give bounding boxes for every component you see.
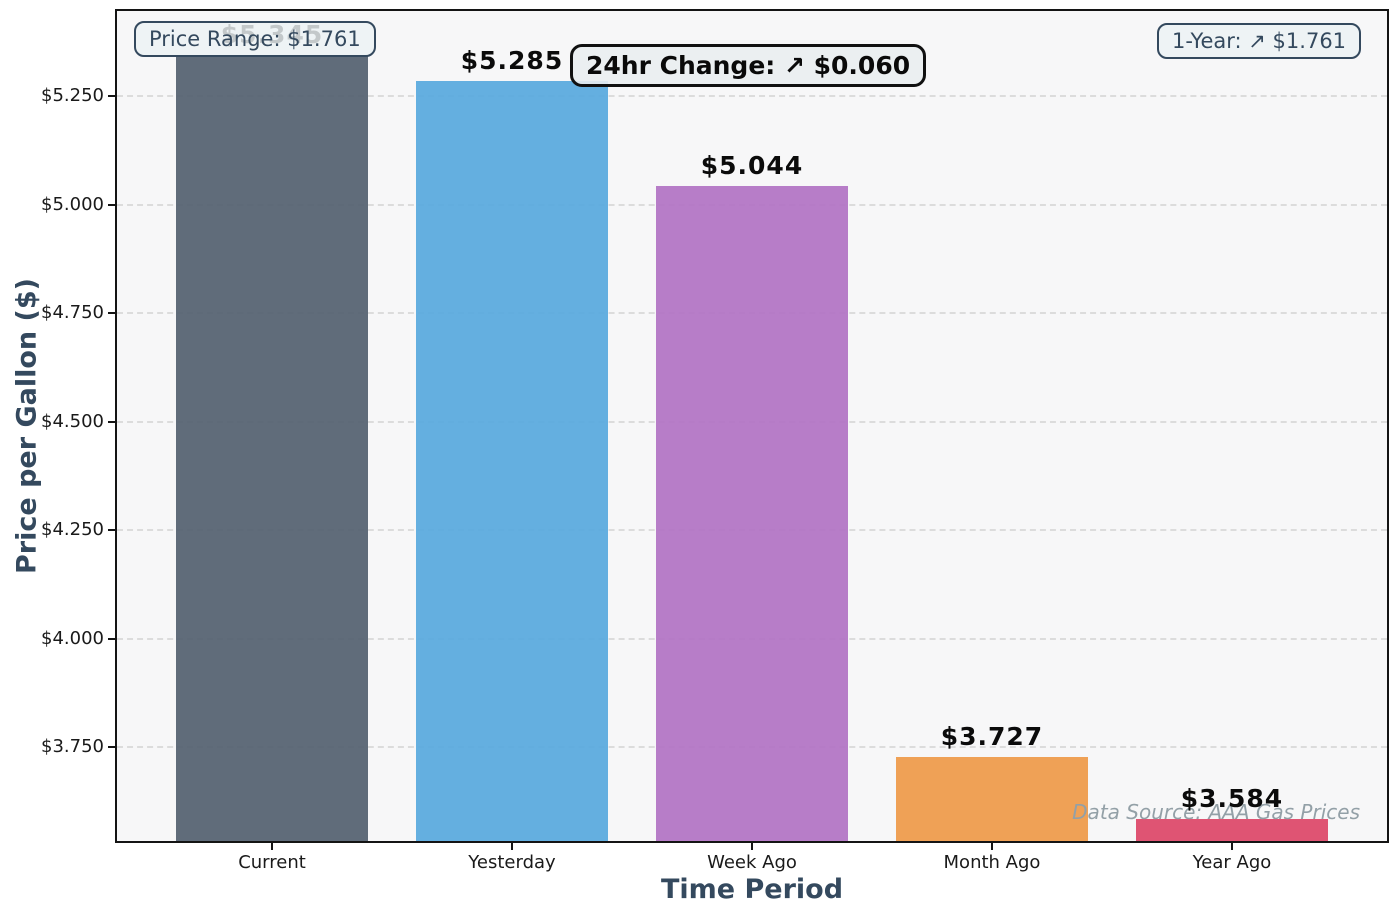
y-tick-mark bbox=[108, 420, 116, 423]
y-tick-label--4-000: $4.000 bbox=[41, 627, 104, 649]
bar-current bbox=[176, 54, 369, 841]
gridline bbox=[117, 95, 1387, 98]
chart-inner-layer bbox=[117, 11, 1387, 841]
x-tick-label-current: Current bbox=[238, 852, 306, 873]
bar-value-label-week-ago: $5.044 bbox=[700, 150, 804, 180]
x-tick-label-yesterday: Yesterday bbox=[468, 852, 556, 873]
bar-week-ago bbox=[656, 185, 848, 841]
y-tick-label--4-750: $4.750 bbox=[41, 302, 104, 324]
bar-yesterday bbox=[416, 80, 608, 841]
y-tick-label--5-250: $5.250 bbox=[41, 85, 104, 107]
x-axis-title: Time Period bbox=[660, 874, 844, 905]
y-tick-mark bbox=[108, 637, 116, 640]
y-tick-mark bbox=[108, 203, 116, 206]
y-tick-mark bbox=[108, 95, 116, 98]
bar-value-label-month-ago: $3.727 bbox=[940, 722, 1044, 752]
bar-month-ago bbox=[895, 757, 1088, 841]
y-tick-mark bbox=[108, 529, 116, 532]
price-range-annotation: Price Range: $1.761 bbox=[134, 21, 376, 57]
one-year-change-annotation: 1-Year: ↗ $1.761 bbox=[1157, 23, 1362, 59]
y-tick-label--5-000: $5.000 bbox=[41, 193, 104, 215]
bar-value-label-yesterday: $5.285 bbox=[460, 45, 564, 75]
24hr-change-annotation: 24hr Change: ↗ $0.060 bbox=[570, 44, 927, 87]
y-tick-label--4-500: $4.500 bbox=[41, 410, 104, 432]
bar-value-label-year-ago: $3.584 bbox=[1180, 784, 1284, 814]
y-axis-title: Price per Gallon ($) bbox=[11, 278, 43, 574]
y-tick-label--3-750: $3.750 bbox=[41, 736, 104, 758]
y-tick-mark bbox=[108, 312, 116, 315]
x-tick-label-week-ago: Week Ago bbox=[707, 852, 797, 873]
plot-area bbox=[115, 9, 1389, 843]
x-tick-mark bbox=[271, 843, 274, 850]
x-tick-mark bbox=[1230, 843, 1233, 850]
x-tick-label-year-ago: Year Ago bbox=[1192, 852, 1272, 873]
bar-year-ago bbox=[1135, 819, 1328, 841]
data-source-note: Data Source: AAA Gas Prices bbox=[1072, 800, 1360, 824]
y-tick-mark bbox=[108, 746, 116, 749]
x-tick-mark bbox=[990, 843, 993, 850]
y-tick-label--4-250: $4.250 bbox=[41, 519, 104, 541]
x-tick-label-month-ago: Month Ago bbox=[943, 852, 1041, 873]
x-tick-mark bbox=[511, 843, 513, 850]
x-tick-mark bbox=[751, 843, 753, 850]
